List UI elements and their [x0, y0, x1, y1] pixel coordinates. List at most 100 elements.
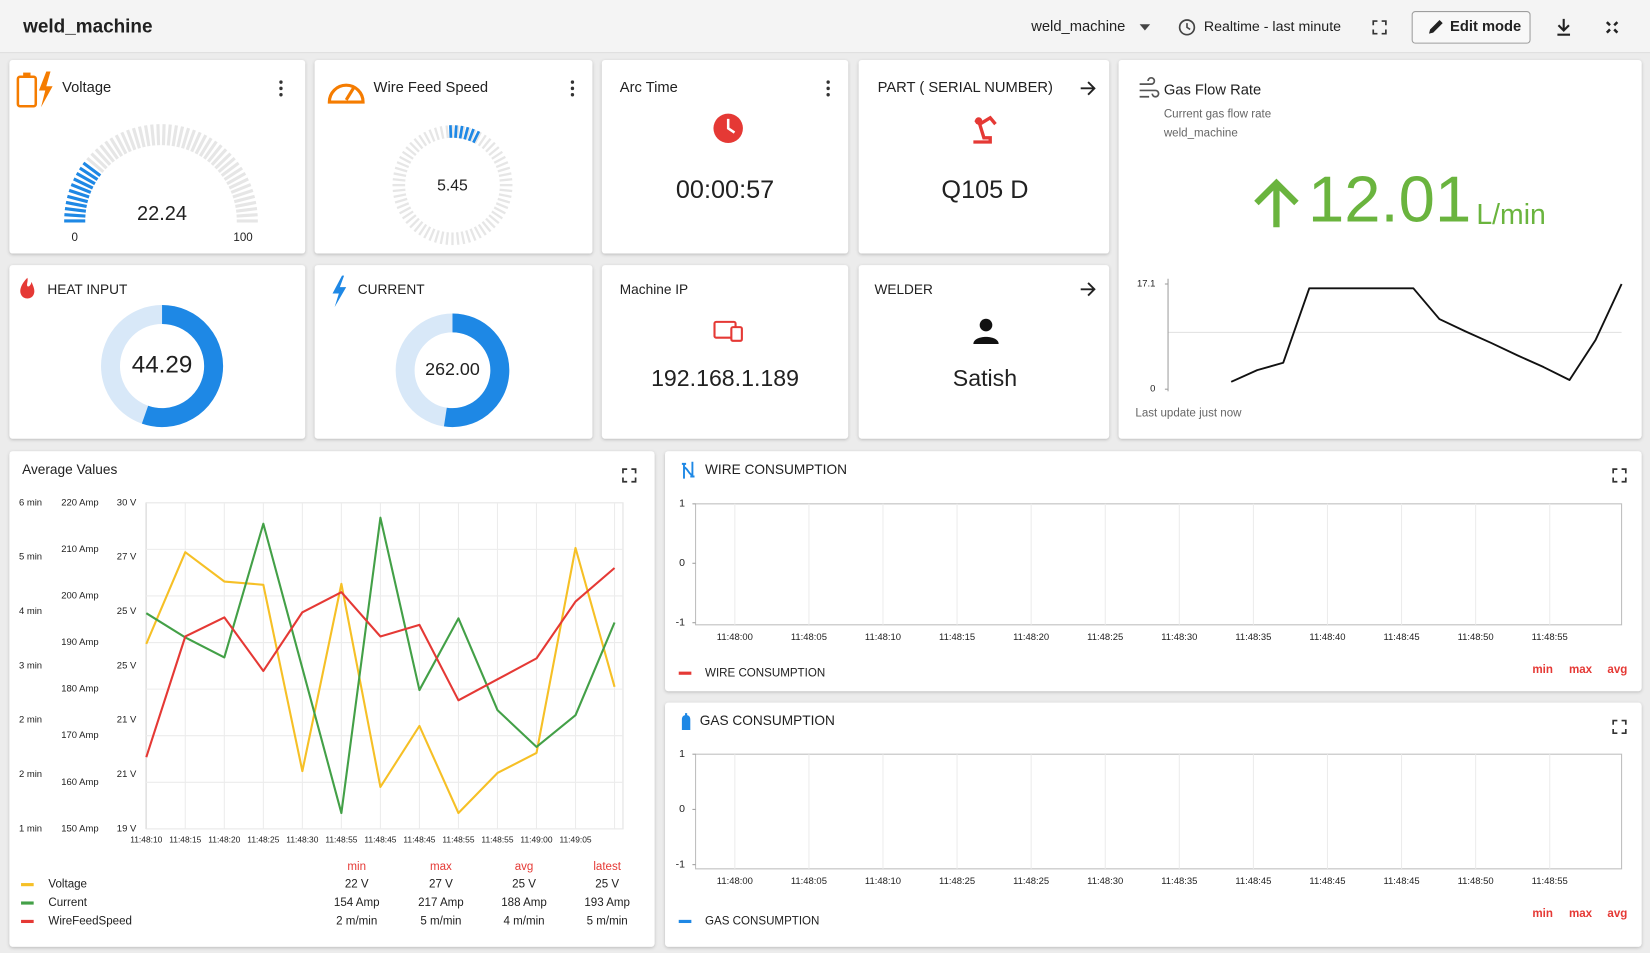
gauge-tick — [114, 134, 128, 155]
card-title: Machine IP — [620, 282, 688, 297]
gauge-tick — [481, 138, 492, 150]
gauge-tick — [236, 213, 258, 218]
y-tick-label: 0 — [1150, 384, 1155, 395]
gauge-tick — [454, 125, 458, 138]
gauge-tick — [109, 137, 124, 157]
gauge-tick — [220, 161, 240, 177]
arc-time-value: 00:00:57 — [676, 176, 774, 204]
gauge-tick — [460, 231, 466, 245]
x-tick-label: 11:48:25 — [1013, 876, 1049, 887]
gauge-tick — [460, 126, 466, 139]
series-line — [145, 567, 616, 758]
gas-flow-value: 12.01 — [1308, 162, 1471, 235]
welder-card — [858, 265, 1110, 439]
welder-value: Satish — [953, 365, 1017, 391]
gas-bottle-icon — [681, 713, 691, 731]
compact-button[interactable] — [1605, 21, 1619, 34]
stats-header: avg — [1607, 664, 1627, 676]
gauge-tick — [73, 177, 94, 190]
stats-header: avg — [515, 861, 534, 873]
gauge-tick — [497, 197, 511, 204]
gauge-tick — [194, 134, 208, 155]
gauge-tick — [467, 128, 475, 142]
gauge-fill — [64, 161, 102, 223]
navigate-arrow[interactable] — [1080, 81, 1096, 96]
stats-header: min — [1532, 908, 1553, 920]
series-line — [145, 546, 616, 815]
gauge-tick — [79, 166, 99, 181]
edit-mode-button[interactable] — [1411, 11, 1531, 44]
entity-selector[interactable]: weld_machine — [1030, 19, 1125, 35]
gauge-tick — [473, 226, 482, 239]
bolt-icon — [38, 71, 53, 108]
gauge-tick — [393, 172, 407, 178]
gauge-tick — [203, 140, 218, 160]
stats-cell: 217 Amp — [418, 897, 464, 909]
fullscreen-button[interactable] — [622, 468, 637, 483]
y-tick-label: 210 Amp — [61, 544, 98, 555]
x-tick-label: 11:48:45 — [1384, 876, 1420, 887]
gauge-tick — [99, 144, 115, 163]
flame-icon — [20, 277, 35, 299]
machine-ip-card — [601, 265, 849, 439]
stats-cell: 5 m/min — [420, 916, 461, 928]
gauge-track — [392, 125, 513, 246]
card-title: WIRE CONSUMPTION — [705, 462, 847, 477]
gauge-tick — [65, 200, 87, 208]
donut-fill — [141, 305, 224, 428]
stats-cell: 188 Amp — [501, 897, 547, 909]
gauge-tick — [488, 214, 500, 225]
gauge-tick — [207, 144, 223, 163]
x-tick-label: 11:48:35 — [1235, 632, 1271, 643]
gauge-tick — [393, 193, 407, 198]
gauge-tick — [445, 232, 449, 245]
y-axis-label: 1 min — [19, 823, 42, 834]
gas-flow-icon — [1139, 77, 1160, 98]
edit-mode-label[interactable]: Edit mode — [1450, 19, 1521, 35]
dropdown-caret[interactable] — [1139, 24, 1151, 31]
gauge-tick — [495, 202, 509, 210]
stats-cell: 27 V — [429, 879, 453, 891]
gauge-tick — [439, 231, 445, 245]
gauge-tick — [66, 194, 89, 204]
gauge-tick — [64, 213, 86, 218]
gauge-tick — [230, 183, 252, 194]
y-axis-label: 6 min — [19, 497, 42, 508]
gauge-tick — [405, 214, 417, 225]
x-tick-label: 11:48:45 — [1309, 876, 1345, 887]
fullscreen-button[interactable] — [1612, 719, 1627, 734]
gauge-min: 0 — [71, 232, 77, 244]
gauge-tick — [399, 155, 412, 164]
stats-header: max — [1569, 664, 1593, 676]
gauge-tick — [214, 152, 232, 170]
timewindow[interactable]: Realtime - last minute — [1204, 19, 1341, 35]
gauge-tick — [499, 178, 513, 182]
fullscreen-button[interactable] — [1612, 468, 1627, 483]
gauge-tick — [396, 161, 410, 169]
x-tick-label: 11:48:25 — [1087, 632, 1123, 643]
y-tick-label: 1 — [679, 498, 685, 510]
download-button[interactable] — [1557, 18, 1571, 36]
gauge-tick — [198, 137, 213, 157]
gauge-tick — [493, 155, 506, 164]
stats-header: min — [1532, 664, 1553, 676]
x-tick-label: 11:48:45 — [1235, 876, 1271, 887]
stats-header: avg — [1607, 908, 1627, 920]
fullscreen-button[interactable] — [1372, 20, 1387, 35]
y-axis-label: 3 min — [19, 660, 42, 671]
navigate-arrow[interactable] — [1080, 282, 1096, 297]
gauge-tick — [399, 206, 412, 215]
y-axis-label: 2 min — [19, 769, 42, 780]
bolt-icon — [332, 275, 347, 308]
gauge-tick — [409, 217, 420, 229]
stats-header: max — [430, 861, 452, 873]
gauge-tick — [428, 228, 436, 241]
gauge-tick — [469, 228, 477, 241]
gauge-tick — [433, 127, 440, 141]
device-name: weld_machine — [1163, 128, 1238, 140]
pencil-icon — [1429, 19, 1443, 34]
y-axis-label: 21 V — [117, 769, 137, 780]
clock-icon — [1178, 19, 1196, 36]
x-tick-label: 11:48:40 — [1309, 632, 1345, 643]
